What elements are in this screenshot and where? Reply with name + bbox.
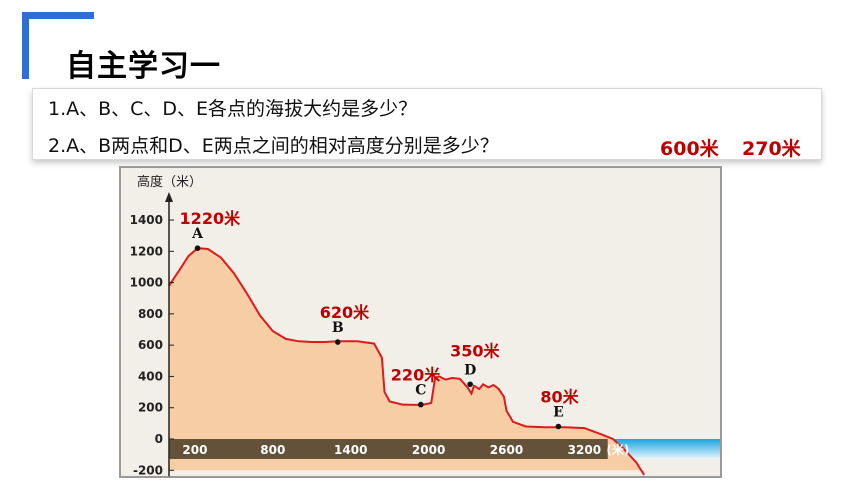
point-e-letter: E bbox=[553, 404, 564, 420]
point-a-elevation-label: 1220米 bbox=[180, 209, 242, 228]
x-tick-label: 2600 bbox=[490, 443, 523, 457]
answer-de: 270米 bbox=[742, 138, 801, 160]
sea-area bbox=[607, 439, 720, 459]
x-tick-label: 200 bbox=[182, 443, 207, 457]
point-e-elevation-label: 80米 bbox=[540, 387, 579, 406]
point-a-letter: A bbox=[191, 226, 204, 242]
y-tick-label: 600 bbox=[138, 338, 163, 352]
x-tick-label: 3200 bbox=[568, 443, 601, 457]
terrain-area bbox=[169, 248, 645, 475]
y-tick-label: 0 bbox=[155, 432, 163, 446]
y-tick-label: 1400 bbox=[130, 213, 163, 227]
y-axis-arrow bbox=[165, 192, 173, 202]
slide-title: 自主学习一 bbox=[66, 49, 221, 84]
question-1: 1.A、B、C、D、E各点的海拔大约是多少？ bbox=[48, 98, 418, 120]
point-b-letter: B bbox=[332, 320, 344, 336]
y-axis-label: 高度（米） bbox=[137, 174, 202, 190]
y-tick-label: 1200 bbox=[130, 244, 163, 258]
y-tick-label: 1000 bbox=[130, 276, 163, 290]
point-c-elevation-label: 220米 bbox=[391, 366, 441, 385]
y-tick-label: 200 bbox=[138, 401, 163, 415]
point-b-marker bbox=[334, 339, 341, 345]
answer-ab: 600米 bbox=[660, 138, 719, 160]
title-bracket-horizontal bbox=[22, 12, 94, 19]
x-tick-label: 800 bbox=[260, 443, 285, 457]
point-c-letter: C bbox=[415, 383, 426, 399]
title-bracket-vertical bbox=[22, 12, 29, 79]
x-axis-band-top bbox=[169, 439, 608, 459]
y-tick-label: 400 bbox=[138, 369, 163, 383]
point-e-marker bbox=[555, 423, 562, 430]
terrain-line bbox=[168, 247, 645, 476]
y-tick-label: -200 bbox=[133, 463, 163, 477]
x-tick-label: 1400 bbox=[334, 443, 367, 457]
x-unit-label: (米) bbox=[606, 442, 629, 457]
point-c-marker bbox=[418, 401, 424, 408]
point-b-elevation-label: 620米 bbox=[320, 303, 370, 322]
point-a-marker bbox=[194, 245, 201, 251]
question-box bbox=[32, 88, 822, 160]
point-d-marker bbox=[467, 381, 473, 388]
question-2: 2.A、B两点和D、E两点之间的相对高度分别是多少？ bbox=[48, 135, 499, 157]
y-tick-label: 800 bbox=[138, 307, 163, 321]
point-d-elevation-label: 350米 bbox=[450, 341, 500, 360]
point-d-letter: D bbox=[464, 362, 476, 378]
x-tick-label: 2000 bbox=[412, 443, 445, 457]
